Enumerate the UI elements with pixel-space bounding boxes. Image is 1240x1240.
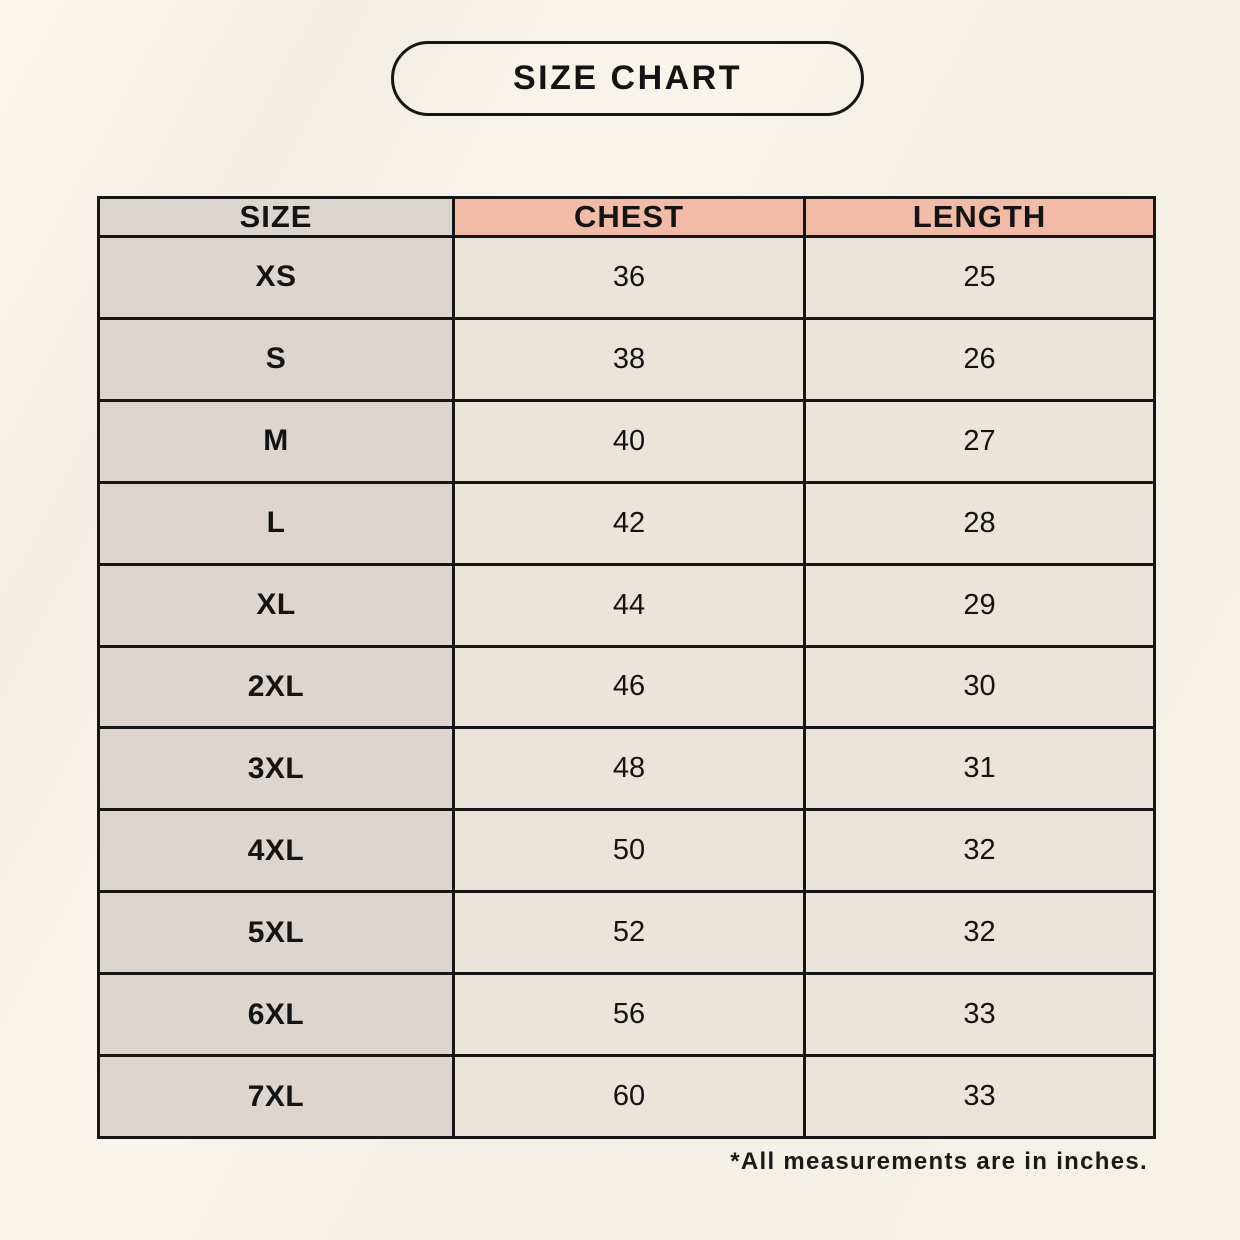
measurements-footnote: *All measurements are in inches.	[730, 1148, 1148, 1175]
chest-cell: 42	[452, 480, 806, 566]
size-table-body: XS 36 25 S 38 26 M 40 27 L 42 28 XL 44 2…	[97, 235, 1156, 1139]
length-cell: 32	[803, 808, 1156, 894]
table-row: 3XL 48 31	[97, 726, 1156, 812]
length-cell: 32	[803, 890, 1156, 976]
length-cell: 30	[803, 644, 1156, 730]
chest-cell: 56	[452, 972, 806, 1058]
chest-cell: 36	[452, 235, 806, 320]
page-title: SIZE CHART	[513, 59, 742, 97]
table-row: 5XL 52 32	[97, 890, 1156, 976]
table-row: 7XL 60 33	[97, 1054, 1156, 1139]
table-row: 2XL 46 30	[97, 644, 1156, 730]
size-cell: 6XL	[97, 972, 455, 1058]
length-cell: 33	[803, 1054, 1156, 1139]
table-row: L 42 28	[97, 480, 1156, 566]
chest-cell: 52	[452, 890, 806, 976]
size-cell: 4XL	[97, 808, 455, 894]
length-cell: 31	[803, 726, 1156, 812]
chest-cell: 38	[452, 316, 806, 402]
size-cell: XL	[97, 562, 455, 648]
size-cell: 3XL	[97, 726, 455, 812]
length-cell: 27	[803, 398, 1156, 484]
chest-cell: 44	[452, 562, 806, 648]
table-row: M 40 27	[97, 398, 1156, 484]
chest-cell: 50	[452, 808, 806, 894]
length-cell: 28	[803, 480, 1156, 566]
size-cell: 2XL	[97, 644, 455, 730]
size-cell: S	[97, 316, 455, 402]
size-cell: 7XL	[97, 1054, 455, 1139]
column-header-length: LENGTH	[803, 196, 1156, 238]
table-row: 4XL 50 32	[97, 808, 1156, 894]
table-header: SIZE CHEST LENGTH	[97, 196, 1156, 238]
size-chart-table: SIZE CHEST LENGTH XS 36 25 S 38 26 M 40 …	[97, 196, 1156, 1139]
length-cell: 26	[803, 316, 1156, 402]
length-cell: 25	[803, 235, 1156, 320]
chest-cell: 46	[452, 644, 806, 730]
table-row: XL 44 29	[97, 562, 1156, 648]
chest-cell: 48	[452, 726, 806, 812]
length-cell: 29	[803, 562, 1156, 648]
size-chart-title-pill: SIZE CHART	[391, 41, 864, 116]
table-row: S 38 26	[97, 316, 1156, 402]
column-header-size: SIZE	[97, 196, 455, 238]
size-cell: L	[97, 480, 455, 566]
size-cell: 5XL	[97, 890, 455, 976]
length-cell: 33	[803, 972, 1156, 1058]
table-row: 6XL 56 33	[97, 972, 1156, 1058]
size-cell: XS	[97, 235, 455, 320]
table-row: XS 36 25	[97, 235, 1156, 320]
column-header-chest: CHEST	[452, 196, 806, 238]
size-cell: M	[97, 398, 455, 484]
chest-cell: 60	[452, 1054, 806, 1139]
header-row: SIZE CHEST LENGTH	[97, 196, 1156, 238]
chest-cell: 40	[452, 398, 806, 484]
